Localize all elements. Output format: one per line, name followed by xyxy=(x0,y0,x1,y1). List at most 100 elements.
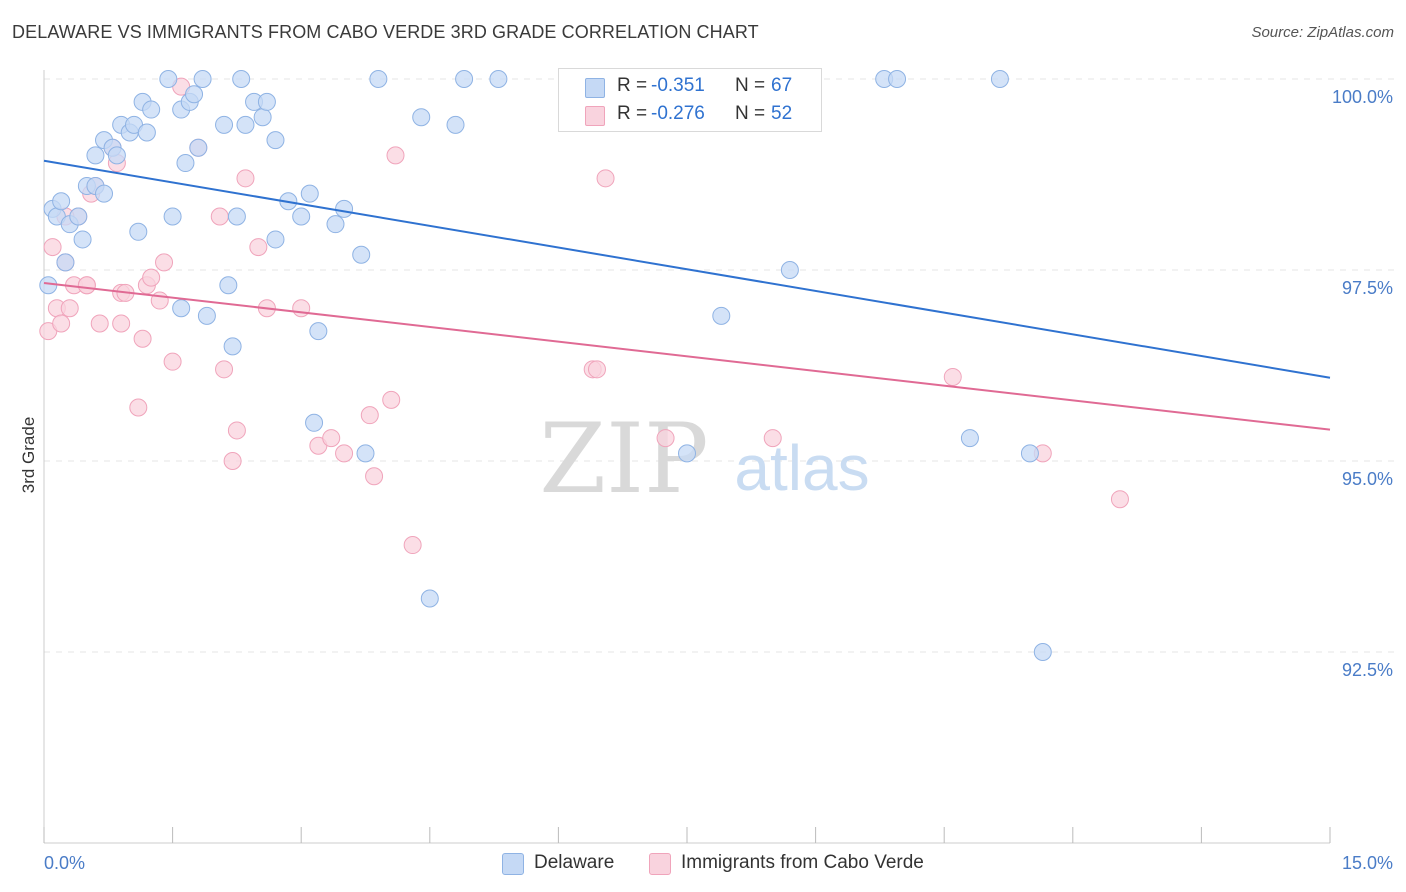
delaware-point xyxy=(86,146,105,165)
zipatlas-watermark: ZIP atlas xyxy=(539,403,869,515)
delaware-point xyxy=(129,222,148,241)
cabo-verde-point xyxy=(77,276,96,295)
x-tick-labels: 0.0% 15.0% xyxy=(44,853,1393,873)
cabo-verde-point xyxy=(210,207,229,226)
delaware-point xyxy=(712,306,731,325)
cabo-verde-point xyxy=(129,398,148,417)
cabo-verde-point xyxy=(335,444,354,463)
legend-r-label: R = xyxy=(617,75,648,96)
bottom-legend-label-delaware: Delaware xyxy=(534,852,615,873)
bottom-legend-swatch-delaware xyxy=(502,853,524,875)
cabo-verde-point xyxy=(365,467,384,486)
delaware-point xyxy=(159,70,178,88)
cabo-verde-point xyxy=(90,314,109,333)
delaware-point xyxy=(266,131,285,150)
cabo-verde-point xyxy=(1110,490,1129,509)
cabo-verde-point xyxy=(223,452,242,470)
cabo-verde-point xyxy=(227,421,246,440)
cabo-verde-point xyxy=(249,238,268,257)
delaware-point xyxy=(266,230,285,249)
legend-n-label: N = xyxy=(735,103,766,124)
cabo-verde-point xyxy=(763,429,782,448)
legend-n-value: 67 xyxy=(771,75,793,96)
delaware-point xyxy=(888,70,907,88)
delaware-point xyxy=(232,70,251,88)
delaware-point xyxy=(678,444,696,463)
delaware-point xyxy=(412,108,431,127)
delaware-point xyxy=(69,207,88,226)
x-tick-label-min: 0.0% xyxy=(44,853,85,873)
delaware-point xyxy=(305,413,324,432)
delaware-point xyxy=(137,123,156,142)
delaware-point xyxy=(455,70,474,88)
delaware-point xyxy=(335,199,354,218)
bottom-legend-label-cabo-verde: Immigrants from Cabo Verde xyxy=(681,852,924,873)
cabo-verde-point xyxy=(215,360,234,379)
delaware-point xyxy=(253,108,272,127)
delaware-point xyxy=(193,70,212,88)
delaware-point xyxy=(489,70,508,88)
cabo-verde-point xyxy=(403,536,422,555)
data-points xyxy=(39,70,1129,661)
source-credit: Source: ZipAtlas.com xyxy=(1251,24,1394,41)
delaware-point xyxy=(990,70,1009,88)
delaware-point xyxy=(960,429,979,448)
cabo-verde-point xyxy=(596,169,615,188)
cabo-verde-point xyxy=(382,390,401,409)
legend-n-label: N = xyxy=(735,75,766,96)
delaware-point xyxy=(1020,444,1039,463)
x-tick-label-max: 15.0% xyxy=(1342,853,1393,873)
delaware-point xyxy=(352,245,371,264)
delaware-point xyxy=(215,115,234,134)
delaware-point xyxy=(197,306,216,325)
delaware-point xyxy=(780,261,799,279)
delaware-point xyxy=(356,444,375,463)
cabo-verde-point xyxy=(52,314,71,333)
delaware-point xyxy=(56,253,75,272)
cabo-verde-point xyxy=(236,169,255,188)
delaware-point xyxy=(142,100,161,119)
axes xyxy=(43,70,1331,844)
gridlines xyxy=(44,78,1396,653)
legend-n-value: 52 xyxy=(771,103,793,124)
stats-legend: R = -0.351 N = 67 R = -0.276 N = 52 xyxy=(558,68,822,132)
y-axis-label: 3rd Grade xyxy=(19,417,38,494)
legend-r-value: -0.276 xyxy=(651,103,705,124)
delaware-point xyxy=(227,207,246,226)
cabo-verde-point xyxy=(155,253,174,272)
delaware-point xyxy=(185,85,204,104)
trend-lines xyxy=(43,159,1331,431)
legend-swatch-cabo-verde xyxy=(585,106,605,126)
delaware-point xyxy=(189,138,208,157)
delaware-point xyxy=(300,184,319,203)
delaware-point xyxy=(107,146,126,165)
cabo-verde-point xyxy=(292,299,311,318)
cabo-verde-point xyxy=(163,352,182,371)
delaware-point xyxy=(163,207,182,226)
delaware-point xyxy=(326,215,345,234)
delaware-point xyxy=(52,192,71,211)
cabo-verde-point xyxy=(142,268,161,287)
delaware-point xyxy=(369,70,388,88)
cabo-verde-trend-line xyxy=(43,281,1331,431)
cabo-verde-point xyxy=(322,429,341,448)
y-tick-label: 92.5% xyxy=(1342,660,1393,680)
delaware-point xyxy=(292,207,311,226)
y-tick-label: 95.0% xyxy=(1342,469,1393,489)
y-tick-label: 100.0% xyxy=(1332,87,1393,107)
delaware-point xyxy=(39,276,58,295)
cabo-verde-point xyxy=(60,299,79,318)
delaware-point xyxy=(172,299,191,318)
legend-swatch-delaware xyxy=(585,78,605,98)
cabo-verde-point xyxy=(943,367,962,386)
watermark-atlas: atlas xyxy=(734,432,869,504)
cabo-verde-point xyxy=(386,146,405,165)
delaware-point xyxy=(446,115,465,134)
legend-r-label: R = xyxy=(617,103,648,124)
cabo-verde-point xyxy=(360,406,379,425)
bottom-legend-swatch-cabo-verde xyxy=(649,853,671,875)
cabo-verde-point xyxy=(656,429,675,448)
cabo-verde-point xyxy=(43,238,62,257)
legend-row-cabo-verde: R = -0.276 N = 52 xyxy=(559,101,821,129)
